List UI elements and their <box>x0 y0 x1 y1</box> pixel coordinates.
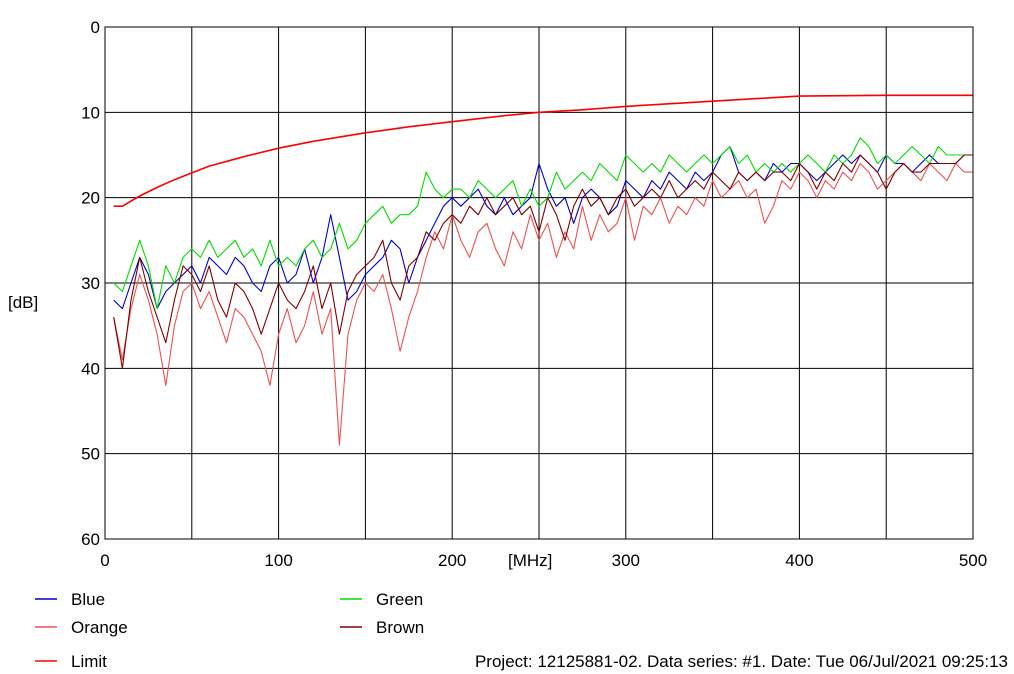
y-axis-label: [dB] <box>8 293 38 312</box>
legend-label-brown: Brown <box>376 618 424 637</box>
x-tick-label: 0 <box>100 551 109 570</box>
x-tick-label: 500 <box>959 551 987 570</box>
y-tick-label: 30 <box>81 274 100 293</box>
x-tick-labels: 0 100 200 300 400 500 <box>100 551 987 570</box>
x-tick-label: 200 <box>438 551 466 570</box>
legend-label-orange: Orange <box>71 618 128 637</box>
legend-label-blue: Blue <box>71 590 105 609</box>
plot-frame <box>104 26 974 540</box>
y-tick-label: 20 <box>81 189 100 208</box>
x-tick-label: 400 <box>785 551 813 570</box>
y-tick-label: 50 <box>81 445 100 464</box>
y-tick-label: 0 <box>91 18 100 37</box>
y-tick-label: 10 <box>81 103 100 122</box>
footer-info: Project: 12125881-02. Data series: #1. D… <box>475 652 1008 671</box>
series-line-limit <box>113 94 973 207</box>
legend-label-limit: Limit <box>71 652 107 671</box>
series-line-brown <box>113 154 973 369</box>
series-line-green <box>113 137 973 310</box>
y-tick-label: 40 <box>81 359 100 378</box>
series-line-blue <box>113 145 973 310</box>
x-tick-label: 300 <box>612 551 640 570</box>
legend: Blue Orange Green Brown Limit <box>35 590 424 671</box>
y-tick-label: 60 <box>81 530 100 549</box>
legend-label-green: Green <box>376 590 423 609</box>
plot-lines <box>113 94 973 446</box>
x-tick-label: 100 <box>264 551 292 570</box>
x-axis-label: [MHz] <box>508 551 552 570</box>
series-line-orange <box>113 162 973 446</box>
y-tick-labels: 0 10 20 30 40 50 60 <box>81 18 100 549</box>
